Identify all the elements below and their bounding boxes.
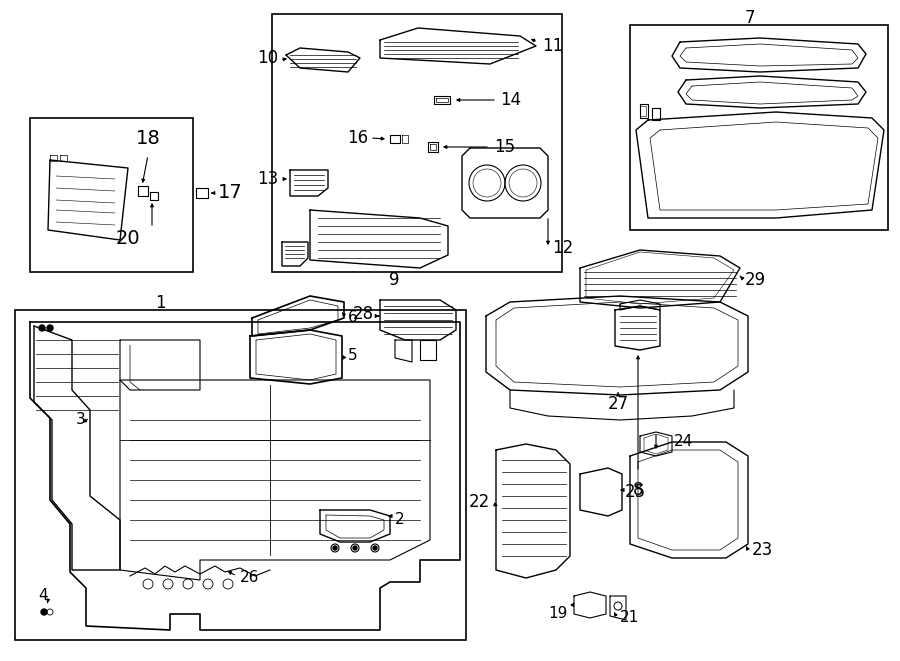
Text: 16: 16 — [346, 129, 368, 147]
Text: 9: 9 — [389, 271, 400, 289]
Text: 7: 7 — [745, 9, 755, 27]
Text: 21: 21 — [620, 611, 639, 625]
Text: 13: 13 — [256, 170, 278, 188]
Text: 8: 8 — [633, 481, 643, 499]
Circle shape — [373, 546, 377, 550]
Text: 26: 26 — [240, 570, 259, 586]
Text: 24: 24 — [674, 434, 693, 449]
Text: 11: 11 — [542, 37, 563, 55]
Bar — [30, 118, 193, 272]
Text: 15: 15 — [494, 138, 515, 156]
Text: 19: 19 — [549, 607, 568, 621]
Text: 6: 6 — [348, 311, 358, 325]
Text: 3: 3 — [76, 412, 86, 428]
Text: 14: 14 — [500, 91, 521, 109]
Bar — [15, 310, 466, 640]
Circle shape — [353, 546, 357, 550]
Text: 12: 12 — [552, 239, 573, 257]
Text: 4: 4 — [38, 588, 48, 602]
Text: 10: 10 — [256, 49, 278, 67]
Text: 18: 18 — [136, 128, 160, 147]
Text: 25: 25 — [625, 483, 646, 501]
Text: 23: 23 — [752, 541, 773, 559]
Text: 22: 22 — [469, 493, 490, 511]
Bar — [272, 14, 562, 272]
Circle shape — [39, 325, 45, 331]
Circle shape — [41, 609, 47, 615]
Text: 28: 28 — [353, 305, 374, 323]
Circle shape — [47, 325, 53, 331]
Text: 17: 17 — [218, 184, 243, 202]
Circle shape — [333, 546, 337, 550]
Text: 20: 20 — [116, 229, 140, 247]
Text: 27: 27 — [608, 395, 628, 413]
Text: 5: 5 — [348, 348, 357, 364]
Text: 1: 1 — [155, 294, 166, 312]
Text: 2: 2 — [395, 512, 405, 527]
Bar — [630, 25, 888, 230]
Text: 29: 29 — [745, 271, 766, 289]
